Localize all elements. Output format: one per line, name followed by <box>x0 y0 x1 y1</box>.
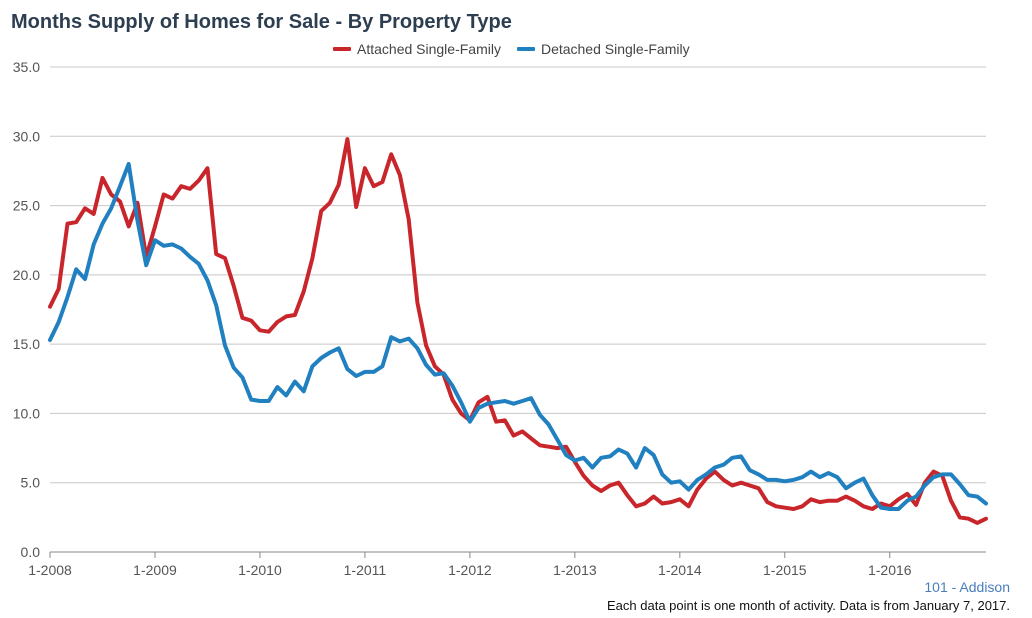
area-label: 101 - Addison <box>924 579 1010 595</box>
y-tick-label: 0.0 <box>21 544 41 560</box>
y-tick-label: 10.0 <box>13 405 40 421</box>
chart-legend: Attached Single-Family Detached Single-F… <box>333 41 690 57</box>
series-lines <box>48 137 988 525</box>
x-tick-label: 1-2016 <box>868 562 912 578</box>
y-tick-label: 5.0 <box>21 475 41 491</box>
x-tick-label: 1-2012 <box>448 562 492 578</box>
x-axis: 1-2008 1-2009 1-2010 1-2011 1-2012 1-2013 1-20… <box>28 552 912 578</box>
y-axis: 0.0 5.0 10.0 15.0 20.0 25.0 30.0 35.0 <box>13 59 40 560</box>
legend-label-detached: Detached Single-Family <box>540 41 690 57</box>
y-tick-label: 20.0 <box>13 267 40 283</box>
x-tick-label: 1-2011 <box>344 562 387 578</box>
x-tick-label: 1-2015 <box>763 562 807 578</box>
grid-lines <box>50 66 986 553</box>
x-tick-label: 1-2010 <box>238 562 282 578</box>
legend-label-attached: Attached Single-Family <box>357 41 501 57</box>
x-tick-label: 1-2013 <box>553 562 597 578</box>
footnote: Each data point is one month of activity… <box>607 598 1010 613</box>
series-line-detached <box>48 162 988 511</box>
chart-title: Months Supply of Homes for Sale - By Pro… <box>11 11 512 33</box>
legend-item-attached[interactable]: Attached Single-Family <box>333 41 501 57</box>
y-tick-label: 30.0 <box>13 128 40 144</box>
legend-swatch-detached <box>516 47 535 51</box>
y-tick-label: 15.0 <box>13 336 40 352</box>
series-line-attached <box>48 137 988 525</box>
x-tick-label: 1-2014 <box>658 562 702 578</box>
legend-item-detached[interactable]: Detached Single-Family <box>516 41 690 57</box>
x-tick-label: 1-2009 <box>133 562 177 578</box>
y-tick-label: 25.0 <box>13 198 40 214</box>
y-tick-label: 35.0 <box>13 59 40 75</box>
legend-swatch-attached <box>333 47 351 51</box>
x-tick-label: 1-2008 <box>28 562 72 578</box>
